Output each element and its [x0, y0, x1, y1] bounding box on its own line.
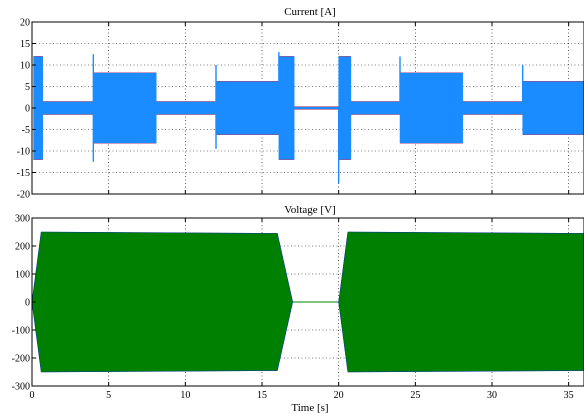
voltage-signal-edge	[31, 231, 42, 303]
current-y-tick-label: -15	[17, 168, 30, 179]
current-signal-segment	[338, 56, 352, 160]
current-y-tick-label: 10	[20, 61, 30, 72]
current-y-tick-label: 20	[20, 18, 30, 29]
current-y-ticks: 20 15 10 5 0 -5 -10 -15 -20	[17, 18, 36, 201]
voltage-x-axis-label: Time [s]	[291, 402, 328, 414]
voltage-y-tick-label: -100	[12, 326, 30, 337]
voltage-x-tick-label: 30	[487, 390, 497, 401]
voltage-x-tick-label: 35	[564, 390, 574, 401]
current-plot: Current [A] 20 15 10 5 0 -5 -10 -15 -20	[17, 6, 584, 201]
voltage-x-tick-label: 5	[106, 390, 111, 401]
current-y-tick-label: 5	[25, 82, 30, 93]
current-signal-segment	[278, 56, 295, 160]
voltage-x-ticks: 0 5 10 15 20 25 30 35	[30, 218, 574, 401]
voltage-signal-segment	[347, 231, 584, 373]
current-y-tick-label: -5	[22, 125, 30, 136]
voltage-y-tick-label: 200	[15, 242, 30, 253]
voltage-signal-edge	[347, 231, 584, 234]
voltage-x-tick-label: 20	[334, 390, 344, 401]
voltage-title: Voltage [V]	[284, 204, 335, 216]
voltage-signal-edge	[31, 301, 42, 373]
current-y-tick-label: -20	[17, 190, 30, 201]
voltage-y-tick-label: 100	[15, 270, 30, 281]
voltage-y-tick-label: -300	[12, 382, 30, 393]
voltage-signal-edge	[41, 231, 278, 234]
current-title: Current [A]	[284, 6, 336, 18]
voltage-signal-edge	[338, 231, 349, 303]
current-signal-segment	[93, 72, 157, 144]
voltage-series	[31, 231, 584, 373]
current-signal-segment	[215, 81, 280, 135]
current-series	[33, 52, 584, 184]
voltage-y-tick-label: -200	[12, 354, 30, 365]
voltage-plot: Voltage [V] 300 200 100 0 -100 -200 -300 0 5 10 1…	[12, 204, 584, 414]
voltage-signal-edge	[347, 370, 584, 373]
voltage-signal-edge	[277, 301, 293, 371]
current-signal-segment	[293, 106, 339, 110]
voltage-y-tick-label: 300	[15, 214, 30, 225]
voltage-signal-segment	[40, 231, 278, 373]
current-signal-segment	[462, 101, 523, 115]
voltage-x-tick-label: 0	[30, 390, 35, 401]
voltage-x-tick-label: 10	[180, 390, 190, 401]
current-x-ticks	[31, 22, 570, 194]
current-y-tick-label: 0	[25, 104, 30, 115]
voltage-signal-edge	[338, 301, 349, 373]
current-y-tick-label: -10	[17, 147, 30, 158]
current-y-tick-label: 15	[20, 39, 30, 50]
voltage-signal-edge	[277, 233, 293, 303]
current-signal-segment	[399, 72, 464, 144]
voltage-signal-edge	[41, 370, 278, 373]
current-signal-segment	[42, 101, 94, 115]
current-signal-segment	[522, 81, 584, 135]
voltage-y-tick-label: 0	[25, 298, 30, 309]
current-signal-segment	[350, 101, 401, 115]
voltage-y-ticks: 300 200 100 0 -100 -200 -300	[12, 214, 36, 393]
voltage-x-tick-label: 25	[410, 390, 420, 401]
voltage-x-tick-label: 15	[257, 390, 267, 401]
current-signal-segment	[155, 101, 217, 115]
